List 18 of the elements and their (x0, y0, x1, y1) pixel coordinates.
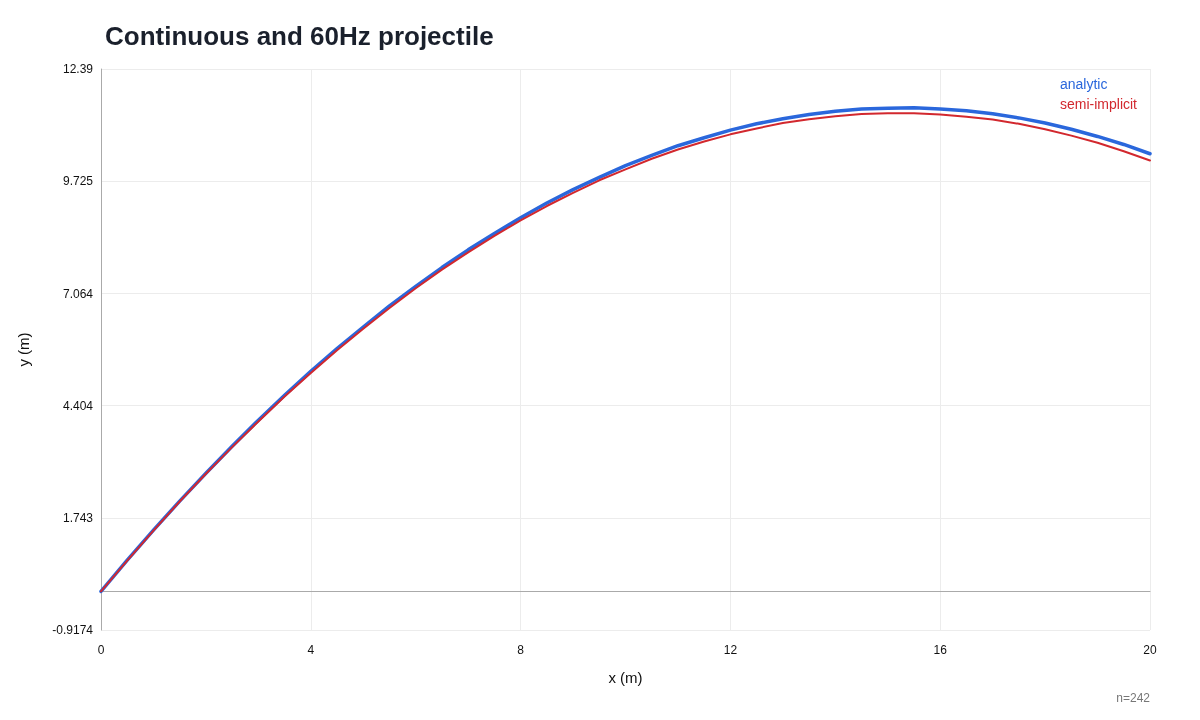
series-label: semi-implicit (1060, 96, 1138, 112)
text: analytic (1060, 76, 1108, 92)
text: n=242 (1116, 691, 1151, 705)
y-tick-label: 12.39 (62, 62, 94, 76)
x-tick-label: 20 (1143, 643, 1157, 657)
y-axis-title: y (m) (15, 332, 32, 367)
x-tick-label: 0 (97, 643, 105, 657)
x-tick-label: 4 (307, 643, 315, 657)
y-tick-label: 7.064 (62, 286, 94, 301)
y-tick-label: 4.404 (62, 398, 94, 413)
chart-title: Continuous and 60Hz projectile (105, 21, 494, 51)
x-tick-label: 8 (517, 643, 525, 657)
y-tick-label: -0.9174 (52, 623, 94, 637)
x-tick-label: 12 (723, 643, 738, 657)
x-tick-label: 16 (933, 643, 948, 657)
y-tick-label: 1.743 (62, 510, 94, 525)
x-axis-title: x (m) (608, 669, 643, 686)
y-tick-label: 9.725 (62, 174, 94, 189)
